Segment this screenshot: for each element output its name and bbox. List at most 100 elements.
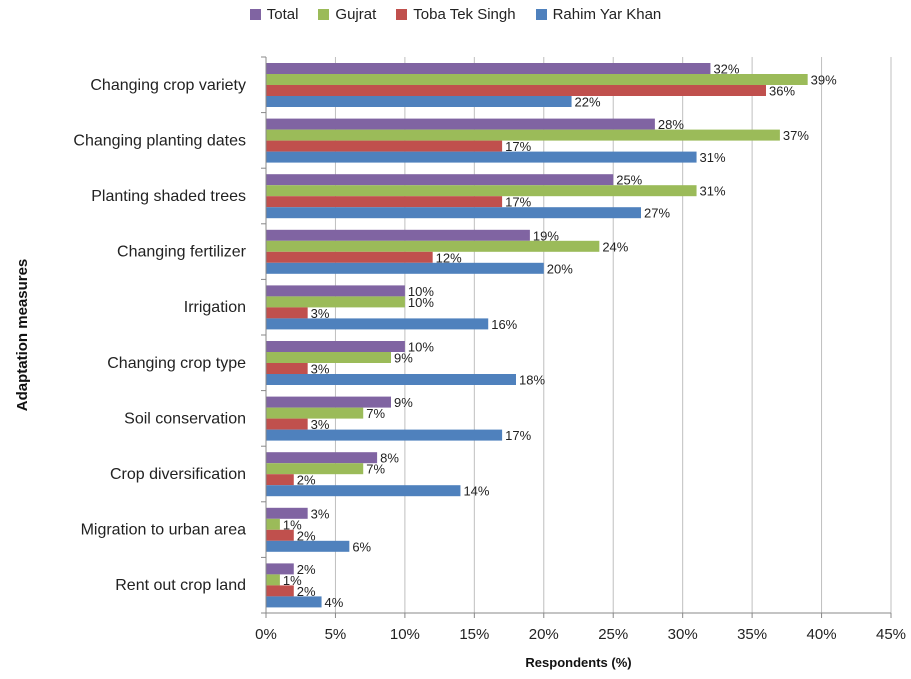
bar-total (266, 563, 294, 575)
bar-total (266, 507, 308, 519)
value-label: 4% (325, 595, 344, 610)
category-label: Changing crop variety (90, 77, 246, 94)
bar-gujrat (266, 296, 405, 308)
bar-toba-tek-singh (266, 85, 766, 96)
bar-rahim-yar-khan (266, 540, 350, 552)
category-label: Soil conservation (124, 410, 246, 427)
value-label: 3% (311, 506, 330, 521)
legend-label-gujrat: Gujrat (335, 6, 377, 23)
category-label: Changing crop type (107, 355, 246, 372)
value-label: 10% (408, 295, 434, 310)
bar-rahim-yar-khan (266, 96, 572, 107)
value-label: 28% (658, 117, 684, 132)
bar-rahim-yar-khan (266, 429, 503, 441)
bar-gujrat (266, 240, 600, 252)
value-label: 2% (297, 562, 316, 577)
legend-item-toba-tek-singh: Toba Tek Singh (396, 6, 516, 23)
legend-label-total: Total (266, 6, 299, 23)
value-label: 20% (547, 261, 573, 276)
bar-rahim-yar-khan (266, 262, 544, 274)
x-tick-label: 20% (529, 626, 559, 643)
bar-toba-tek-singh (266, 251, 433, 263)
value-label: 9% (394, 395, 413, 410)
bar-gujrat (266, 463, 364, 475)
bar-toba-tek-singh (266, 585, 294, 597)
legend-swatch-rahim-yar-khan (535, 9, 547, 20)
value-label: 10% (408, 284, 434, 299)
value-label: 6% (352, 539, 371, 554)
value-label: 17% (505, 139, 531, 154)
bar-total (266, 285, 405, 297)
bar-rahim-yar-khan (266, 318, 489, 330)
value-label: 36% (769, 84, 795, 99)
value-label: 31% (700, 150, 726, 165)
x-tick-label: 45% (876, 626, 906, 643)
bar-rahim-yar-khan (266, 485, 461, 497)
value-label: 7% (366, 462, 385, 477)
value-label: 19% (533, 228, 559, 243)
x-axis-title: Respondents (%) (525, 655, 631, 670)
legend-item-rahim-yar-khan: Rahim Yar Khan (535, 6, 662, 23)
value-label: 37% (783, 128, 809, 143)
value-label: 8% (380, 451, 399, 466)
x-tick-label: 15% (459, 626, 489, 643)
x-tick-label: 30% (668, 626, 698, 643)
value-label: 3% (311, 417, 330, 432)
value-label: 24% (602, 239, 628, 254)
bar-total (266, 341, 405, 352)
bar-toba-tek-singh (266, 529, 294, 541)
bar-rahim-yar-khan (266, 207, 641, 219)
value-label: 17% (505, 428, 531, 443)
value-label: 39% (811, 73, 837, 88)
category-label: Rent out crop land (115, 577, 246, 594)
value-label: 9% (394, 351, 413, 366)
category-label: Planting shaded trees (91, 188, 246, 205)
category-label: Changing fertilizer (117, 244, 247, 261)
labels: 32% 39% 36% 22% 28% 37% 17% 31% 25% 31% 17% 27% 19% 2… (283, 62, 837, 610)
bar-gujrat (266, 74, 808, 85)
bar-toba-tek-singh (266, 474, 294, 486)
value-label: 32% (713, 62, 739, 77)
bar-total (266, 118, 655, 130)
bar-gujrat (266, 129, 780, 141)
bar-rahim-yar-khan (266, 151, 697, 163)
x-tick-label: 35% (737, 626, 767, 643)
value-label: 3% (311, 306, 330, 321)
legend-label-rahim-yar-khan: Rahim Yar Khan (552, 6, 662, 23)
bar-toba-tek-singh (266, 418, 308, 430)
bar-gujrat (266, 185, 697, 197)
x-tick-label: 40% (807, 626, 837, 643)
category-label: Changing planting dates (73, 132, 246, 149)
legend-swatch-total (249, 9, 261, 20)
legend-label-toba-tek-singh: Toba Tek Singh (413, 6, 516, 23)
value-label: 2% (297, 528, 316, 543)
value-label: 27% (644, 206, 670, 221)
value-label: 10% (408, 340, 434, 355)
x-tick-label: 25% (598, 626, 628, 643)
x-tick-label: 10% (390, 626, 420, 643)
bar-rahim-yar-khan (266, 596, 322, 608)
value-label: 14% (463, 484, 489, 499)
bar-total (266, 63, 711, 74)
bars (266, 63, 808, 608)
bar-gujrat (266, 518, 280, 530)
bar-toba-tek-singh (266, 363, 308, 374)
category-label: Irrigation (184, 299, 246, 316)
value-label: 12% (436, 250, 462, 265)
axes: 0% 5% 10% 15% 20% 25% 30% 35% 40% 45% Changing cro… (14, 56, 906, 670)
legend-item-gujrat: Gujrat (318, 6, 376, 23)
bar-total (266, 452, 378, 464)
x-tick-label: 5% (325, 626, 347, 643)
bar-rahim-yar-khan (266, 374, 516, 385)
legend-swatch-gujrat (318, 9, 330, 20)
value-label: 7% (366, 406, 385, 421)
value-label: 2% (297, 584, 316, 599)
bar-toba-tek-singh (266, 140, 503, 152)
x-tick-label: 0% (255, 626, 277, 643)
legend: Total Gujrat Toba Tek Singh Rahim Yar Kh… (0, 6, 911, 23)
bar-toba-tek-singh (266, 307, 308, 319)
value-label: 17% (505, 195, 531, 210)
value-label: 18% (519, 373, 545, 388)
bar-gujrat (266, 352, 391, 363)
